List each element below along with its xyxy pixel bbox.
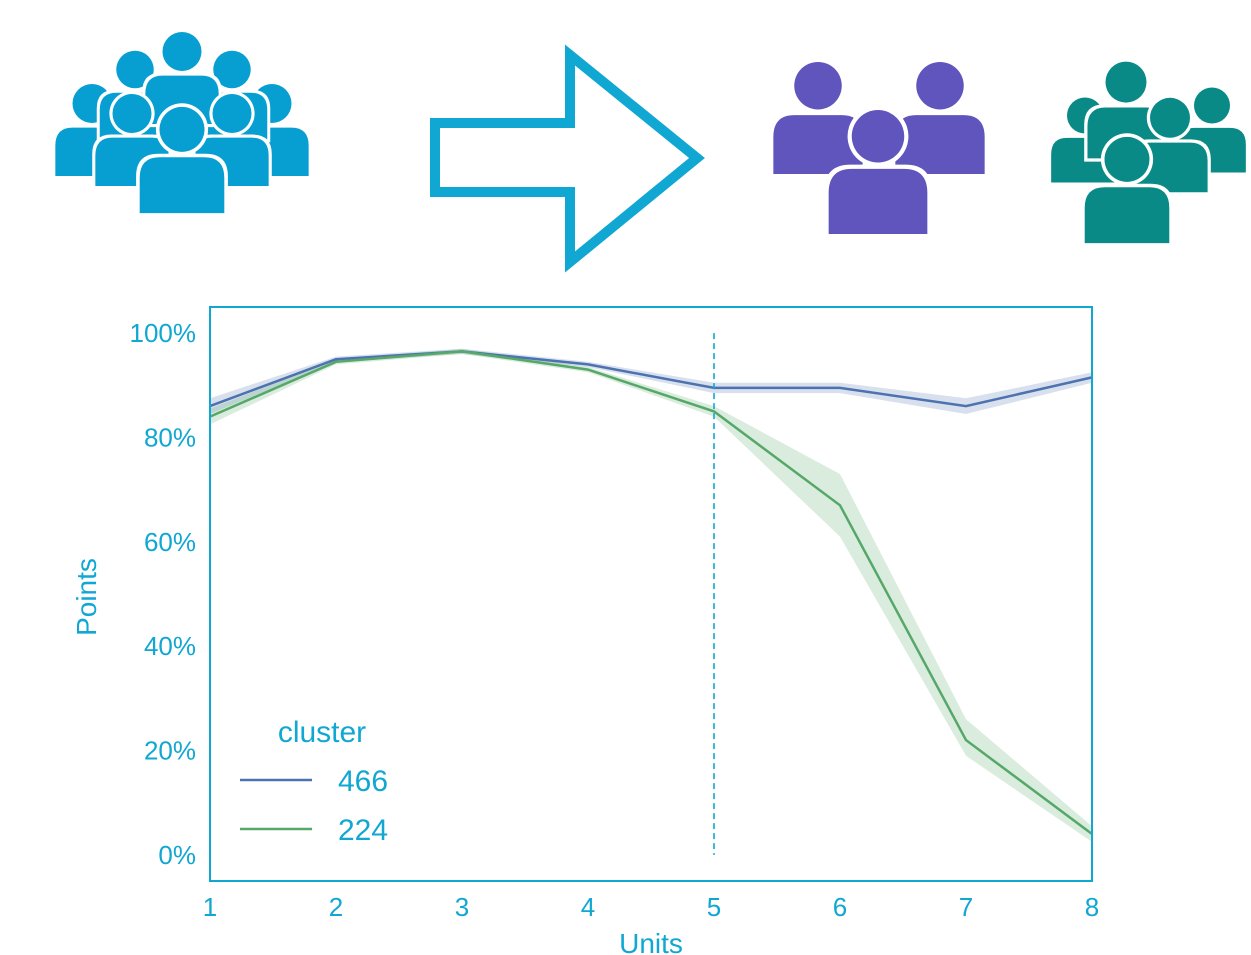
y-tick-label: 100% bbox=[130, 318, 197, 348]
ci-band-466 bbox=[210, 348, 1092, 414]
person-icon bbox=[769, 58, 867, 178]
arrow-right-outline-icon bbox=[430, 44, 705, 273]
series-lines bbox=[209, 350, 1093, 836]
confidence-bands bbox=[210, 348, 1092, 842]
legend-title: cluster bbox=[278, 716, 366, 749]
y-tick-label: 40% bbox=[144, 631, 196, 661]
y-tick-label: 60% bbox=[144, 527, 196, 557]
line-chart: 1 2 3 4 5 6 7 8 0% 20% 40% 60% 80% 100% Units Points… bbox=[71, 306, 1099, 955]
x-axis-label: Units bbox=[619, 928, 683, 955]
y-axis-ticks: 0% 20% 40% 60% 80% 100% bbox=[130, 318, 197, 870]
y-tick-label: 20% bbox=[144, 736, 196, 766]
legend-entry-224: 224 bbox=[338, 814, 388, 847]
person-icon bbox=[891, 58, 989, 178]
plot-frame bbox=[209, 306, 1093, 882]
y-tick-label: 80% bbox=[144, 422, 196, 452]
legend-entry-466: 466 bbox=[338, 765, 388, 798]
y-tick-label: 0% bbox=[158, 840, 196, 870]
x-tick-label: 3 bbox=[455, 892, 469, 922]
person-icon bbox=[824, 105, 932, 239]
x-axis-ticks: 1 2 3 4 5 6 7 8 bbox=[203, 892, 1099, 922]
legend: cluster 466 224 bbox=[240, 716, 388, 847]
person-icon bbox=[1081, 133, 1173, 247]
x-tick-label: 2 bbox=[329, 892, 343, 922]
x-tick-label: 1 bbox=[203, 892, 217, 922]
x-tick-label: 7 bbox=[959, 892, 973, 922]
x-tick-label: 8 bbox=[1085, 892, 1099, 922]
series-line-466 bbox=[209, 350, 1093, 408]
person-icon bbox=[136, 103, 228, 217]
x-tick-label: 6 bbox=[833, 892, 847, 922]
people-group-icon bbox=[52, 28, 312, 217]
x-tick-label: 5 bbox=[707, 892, 721, 922]
cluster-b-people-icon bbox=[1048, 58, 1249, 247]
series-line-224 bbox=[209, 350, 1093, 836]
y-axis-label: Points bbox=[71, 558, 102, 636]
x-tick-label: 4 bbox=[581, 892, 595, 922]
cluster-a-people-icon bbox=[769, 58, 989, 239]
